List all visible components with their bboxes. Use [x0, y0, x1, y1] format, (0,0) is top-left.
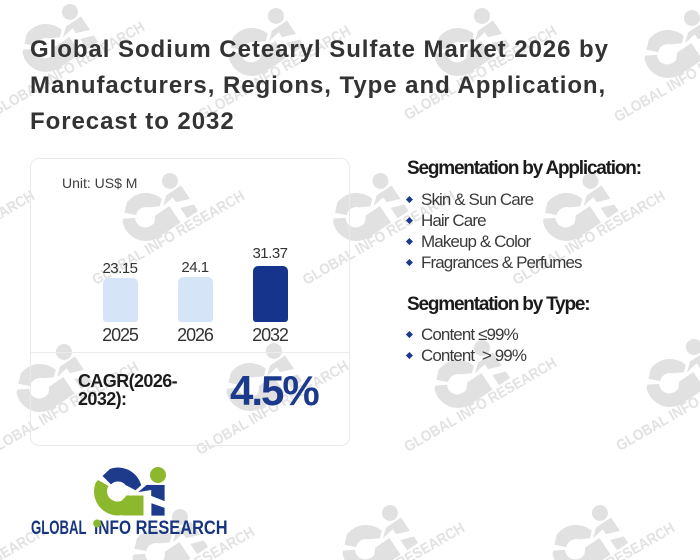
svg-text:RESEARCH: RESEARCH	[136, 518, 228, 539]
svg-text:GLOBAL: GLOBAL	[31, 518, 87, 539]
svg-text:ıNFO: ıNFO	[94, 518, 131, 539]
